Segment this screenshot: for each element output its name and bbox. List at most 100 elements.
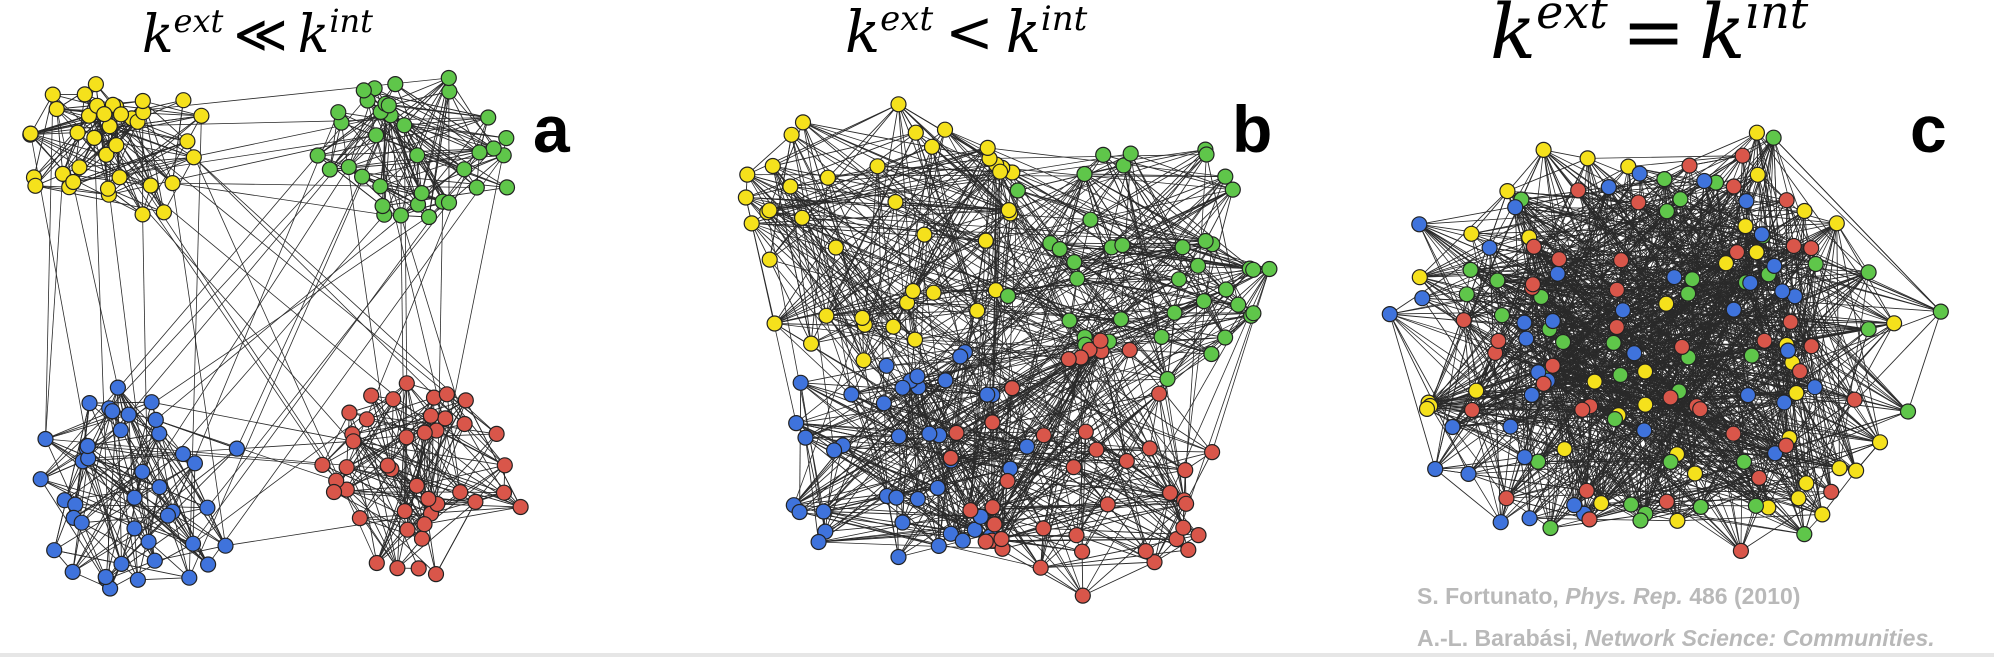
node-green-a bbox=[441, 83, 458, 100]
inter-edge-b bbox=[990, 240, 1206, 537]
inter-edge-b bbox=[745, 197, 1011, 469]
edge-a bbox=[40, 478, 111, 589]
edge-b bbox=[745, 197, 1009, 211]
inter-edge-b bbox=[914, 300, 1204, 340]
edge-b bbox=[994, 393, 1160, 525]
node-yellow-c bbox=[1749, 166, 1766, 183]
inter-edge-b bbox=[747, 174, 1090, 351]
node-red-b bbox=[984, 414, 1001, 431]
inter-edge-b bbox=[1184, 244, 1213, 471]
node-green-a bbox=[456, 161, 473, 178]
inter-edge-b bbox=[964, 351, 993, 423]
node-red-b bbox=[1035, 520, 1052, 537]
inter-edge-c bbox=[1515, 206, 1763, 237]
inter-edge-a bbox=[403, 125, 408, 384]
edge-a bbox=[346, 466, 398, 569]
node-blue-b bbox=[878, 357, 895, 374]
edge-a bbox=[137, 121, 195, 158]
node-red-c bbox=[1608, 281, 1626, 298]
node-red-b bbox=[1077, 423, 1094, 440]
edge-b bbox=[1122, 244, 1254, 271]
node-red-a bbox=[422, 407, 439, 424]
node-green-a bbox=[480, 109, 497, 126]
inter-edge-c bbox=[1768, 274, 1881, 443]
node-yellow-a bbox=[98, 146, 115, 163]
inter-edge-b bbox=[877, 166, 1171, 494]
inter-edge-c bbox=[1389, 313, 1697, 407]
edge-a bbox=[395, 83, 494, 149]
inter-edge-b bbox=[877, 165, 1101, 342]
edge-c bbox=[1507, 157, 1588, 192]
node-red-c bbox=[1778, 192, 1795, 209]
node-red-b bbox=[1161, 484, 1179, 501]
edge-a bbox=[109, 125, 173, 184]
node-red-c bbox=[1662, 389, 1679, 406]
edge-a bbox=[62, 115, 90, 175]
node-blue-a bbox=[184, 535, 202, 552]
node-red-a bbox=[413, 530, 431, 547]
node-yellow-b bbox=[819, 169, 837, 186]
panel-b-eq-relation: < bbox=[945, 0, 994, 66]
credit-fortunato: S. Fortunato, Phys. Rep. 486 (2010) bbox=[1417, 583, 1800, 610]
inter-edge-c bbox=[1434, 269, 1471, 470]
edge-b bbox=[1154, 534, 1199, 563]
node-yellow-c bbox=[1796, 202, 1813, 220]
inter-edge-c bbox=[1680, 199, 1769, 508]
edge-b bbox=[1011, 349, 1130, 389]
edge-b bbox=[1011, 387, 1189, 551]
edge-b bbox=[1224, 268, 1270, 338]
inter-edge-b bbox=[999, 171, 1086, 338]
edge-c bbox=[1836, 223, 1881, 443]
inter-edge-b bbox=[1059, 248, 1187, 504]
node-blue-a bbox=[112, 422, 129, 439]
node-blue-a bbox=[151, 479, 168, 496]
inter-edge-b bbox=[799, 336, 1085, 513]
node-yellow-c bbox=[1847, 462, 1865, 479]
inter-edge-b bbox=[914, 268, 1250, 340]
edge-b bbox=[1084, 173, 1254, 271]
node-blue-a bbox=[37, 430, 54, 448]
edge-b bbox=[1205, 189, 1234, 242]
edge-b bbox=[835, 247, 996, 291]
inter-edge-b bbox=[1026, 176, 1226, 447]
node-green-a bbox=[380, 97, 397, 114]
edge-a bbox=[383, 115, 392, 215]
inter-edge-b bbox=[769, 210, 940, 436]
node-yellow-c bbox=[1637, 396, 1654, 413]
node-blue-b bbox=[909, 368, 926, 385]
inter-edge-b bbox=[907, 302, 1122, 320]
node-green-a bbox=[330, 104, 347, 121]
edge-a bbox=[363, 89, 489, 118]
node-green-b bbox=[1189, 257, 1207, 274]
inter-edge-b bbox=[910, 244, 1123, 382]
inter-edge-b bbox=[745, 197, 1091, 221]
edge-c bbox=[1640, 411, 1909, 521]
node-red-a bbox=[325, 483, 343, 501]
edge-b bbox=[1174, 268, 1251, 314]
edge-a bbox=[385, 103, 489, 118]
node-blue-c bbox=[1516, 449, 1533, 466]
inter-edge-c bbox=[1452, 426, 1760, 479]
inter-edge-c bbox=[1620, 182, 1717, 261]
node-red-b bbox=[1190, 526, 1207, 544]
node-blue-c bbox=[1696, 172, 1713, 190]
node-green-c bbox=[1458, 286, 1475, 303]
node-red-b bbox=[942, 449, 959, 466]
edge-b bbox=[772, 103, 899, 167]
node-yellow-a bbox=[65, 173, 82, 191]
inter-edge-b bbox=[918, 146, 933, 388]
edge-c bbox=[1471, 409, 1507, 499]
inter-edge-b bbox=[929, 337, 1226, 435]
node-yellow-b bbox=[766, 315, 783, 332]
inter-edge-a bbox=[45, 173, 64, 440]
node-blue-c bbox=[1444, 418, 1461, 436]
edge-a bbox=[346, 436, 407, 468]
credit-fortunato-journal: Phys. Rep. bbox=[1565, 583, 1683, 609]
node-red-a bbox=[396, 503, 413, 520]
edge-b bbox=[1123, 165, 1163, 337]
inter-edge-a bbox=[400, 215, 406, 512]
inter-edge-b bbox=[1084, 344, 1171, 494]
node-red-c bbox=[1524, 276, 1542, 293]
edge-a bbox=[388, 105, 402, 216]
edge-b bbox=[800, 382, 900, 437]
